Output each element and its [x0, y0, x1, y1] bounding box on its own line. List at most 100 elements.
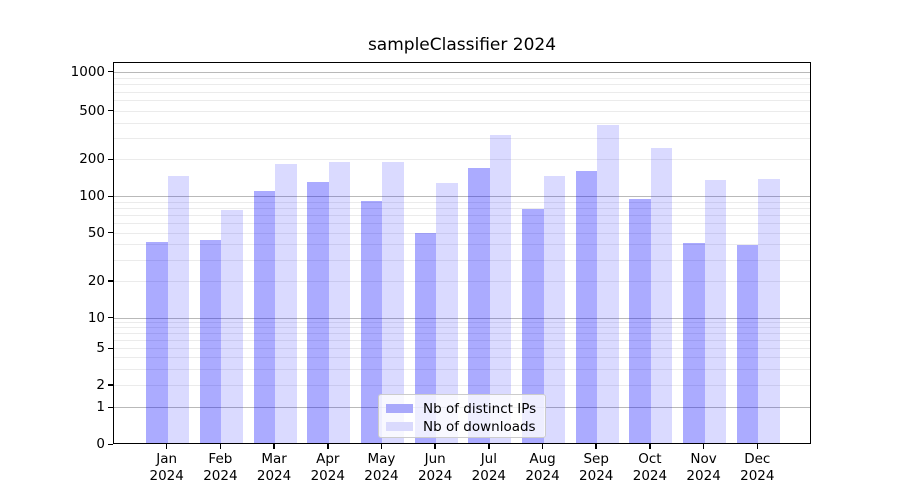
y-tick-mark	[108, 158, 113, 161]
bar-distinct-ips-aug	[522, 209, 544, 443]
y-tick-label-10: 10	[87, 309, 105, 326]
x-tick-label-nov: Nov 2024	[686, 451, 721, 484]
legend-item-downloads: Nb of downloads	[386, 418, 537, 435]
gridline-30	[114, 259, 810, 261]
legend-item-distinct-ips: Nb of distinct IPs	[386, 400, 537, 417]
y-tick-label-100: 100	[79, 188, 105, 205]
y-tick-mark	[108, 231, 113, 234]
bar-downloads-aug	[543, 176, 565, 443]
legend-swatch-distinct-ips	[386, 404, 413, 413]
gridline-300	[114, 137, 810, 139]
x-tick-label-jan: Jan 2024	[149, 451, 184, 484]
bar-downloads-nov	[704, 179, 727, 443]
y-tick-label-500: 500	[79, 102, 105, 119]
bar-distinct-ips-nov	[683, 242, 705, 443]
y-tick-label-1: 1	[96, 399, 105, 416]
bar-distinct-ips-mar	[253, 190, 276, 443]
gridline-6	[114, 340, 810, 342]
gridline-90	[114, 201, 810, 203]
y-tick-mark	[108, 316, 113, 319]
gridline-60	[114, 223, 810, 225]
y-tick-mark	[108, 70, 113, 73]
gridline-50	[114, 232, 810, 234]
gridline-major-10	[114, 317, 810, 319]
bar-downloads-oct	[650, 148, 673, 443]
gridline-2	[114, 385, 810, 386]
bar-distinct-ips-sep	[575, 170, 598, 443]
legend: Nb of distinct IPs Nb of downloads	[378, 394, 546, 438]
x-tick-label-aug: Aug 2024	[525, 451, 560, 484]
y-tick-label-2: 2	[96, 377, 105, 393]
y-tick-label-1000: 1000	[70, 63, 105, 80]
bar-distinct-ips-jun	[414, 232, 437, 443]
x-tick-mark	[165, 444, 168, 449]
x-tick-mark	[219, 444, 222, 449]
x-tick-mark	[756, 444, 759, 449]
y-tick-mark	[108, 280, 113, 282]
y-tick-mark	[108, 384, 113, 386]
x-tick-mark	[649, 444, 651, 449]
bar-distinct-ips-jul	[468, 168, 490, 443]
gridline-70	[114, 215, 810, 217]
bar-distinct-ips-oct	[629, 198, 651, 443]
x-tick-label-apr: Apr 2024	[310, 451, 345, 484]
bar-downloads-dec	[758, 178, 780, 443]
legend-label-distinct-ips: Nb of distinct IPs	[423, 400, 537, 417]
x-tick-label-mar: Mar 2024	[256, 451, 292, 484]
gridline-500	[114, 110, 810, 112]
bar-downloads-sep	[597, 124, 619, 443]
x-tick-label-dec: Dec 2024	[740, 451, 775, 484]
bar-downloads-jan	[167, 175, 190, 443]
bar-distinct-ips-dec	[736, 245, 759, 443]
gridline-800	[114, 84, 810, 86]
y-tick-label-0: 0	[96, 436, 105, 453]
plot-area: Nb of distinct IPs Nb of downloads	[113, 62, 811, 444]
y-tick-mark	[108, 443, 113, 446]
gridline-8	[114, 327, 810, 329]
y-tick-mark	[108, 195, 113, 198]
legend-swatch-downloads	[386, 422, 413, 431]
x-tick-label-jun: Jun 2024	[417, 451, 453, 484]
x-tick-mark	[327, 444, 329, 449]
x-tick-label-oct: Oct 2024	[632, 451, 668, 484]
legend-label-downloads: Nb of downloads	[423, 418, 536, 435]
x-tick-label-jul: Jul 2024	[471, 451, 507, 484]
x-tick-mark	[488, 444, 490, 449]
bar-downloads-apr	[328, 161, 351, 443]
y-tick-label-20: 20	[87, 273, 105, 289]
bar-downloads-jul	[489, 135, 512, 443]
gridline-900	[114, 77, 810, 79]
x-tick-mark	[702, 444, 705, 449]
x-tick-mark	[380, 444, 383, 449]
x-tick-label-sep: Sep 2024	[579, 451, 614, 484]
gridline-major-100	[114, 196, 810, 198]
x-tick-mark	[273, 444, 275, 449]
gridline-700	[114, 91, 810, 93]
gridline-9	[114, 322, 810, 324]
y-tick-mark	[108, 109, 113, 112]
x-tick-mark	[541, 444, 544, 449]
bar-distinct-ips-jan	[146, 241, 168, 443]
x-tick-label-feb: Feb 2024	[203, 451, 238, 484]
gridline-400	[114, 122, 810, 124]
gridline-major-1000	[114, 71, 810, 73]
x-tick-mark	[595, 444, 597, 449]
y-tick-label-50: 50	[87, 224, 105, 241]
gridline-4	[114, 357, 810, 359]
bar-distinct-ips-apr	[307, 181, 329, 443]
bar-downloads-may	[382, 161, 404, 443]
y-tick-label-5: 5	[96, 340, 105, 357]
gridline-20	[114, 281, 810, 282]
bar-distinct-ips-feb	[199, 240, 222, 443]
gridline-200	[114, 159, 810, 161]
y-tick-label-200: 200	[79, 151, 105, 168]
bar-distinct-ips-may	[360, 200, 383, 443]
y-tick-mark	[108, 406, 113, 409]
gridline-7	[114, 333, 810, 335]
bar-downloads-feb	[221, 210, 243, 443]
bar-downloads-jun	[436, 182, 458, 443]
bar-downloads-mar	[275, 164, 297, 443]
gridline-5	[114, 348, 810, 350]
x-tick-mark	[434, 444, 436, 449]
